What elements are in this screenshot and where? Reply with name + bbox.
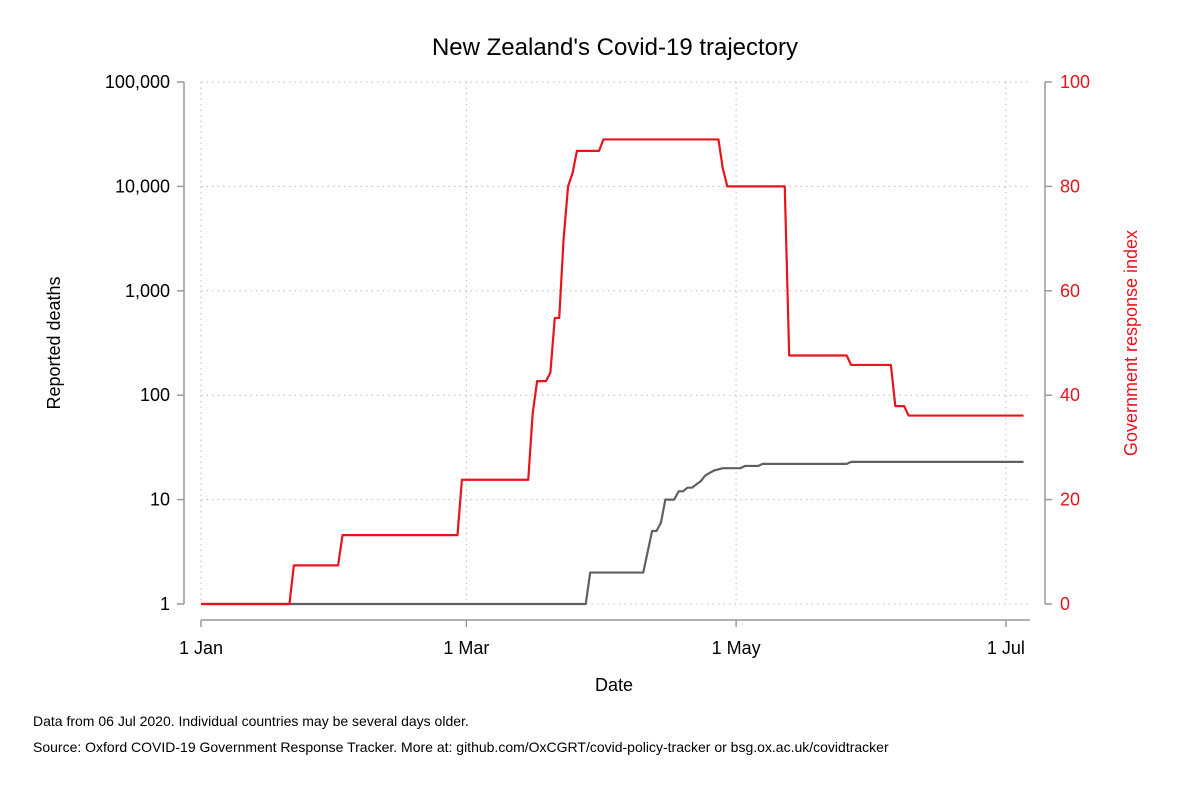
x-axis-title: Date	[595, 675, 633, 695]
y-left-tick-label: 10	[150, 490, 170, 510]
y-right-tick-label: 20	[1060, 490, 1080, 510]
y-right-tick-label: 0	[1060, 594, 1070, 614]
y-right-tick-label: 60	[1060, 281, 1080, 301]
y-left-tick-label: 1,000	[125, 281, 170, 301]
axes	[177, 81, 1052, 627]
source-note: Source: Oxford COVID-19 Government Respo…	[33, 739, 889, 755]
chart-title: New Zealand's Covid-19 trajectory	[432, 34, 798, 61]
y-left-tick-label: 100	[140, 385, 170, 405]
x-tick-label: 1 Mar	[443, 638, 489, 658]
y-right-tick-label: 40	[1060, 385, 1080, 405]
grid	[200, 81, 1028, 605]
y-left-tick-label: 100,000	[105, 72, 170, 92]
y-right-tick-label: 100	[1060, 72, 1090, 92]
x-tick-label: 1 Jan	[179, 638, 223, 658]
y-right-axis-title: Government response index	[1121, 230, 1141, 456]
x-tick-label: 1 May	[712, 638, 761, 658]
series-lines	[201, 138, 1024, 606]
y-left-axis-title: Reported deaths	[44, 276, 64, 409]
y-left-tick-label: 10,000	[115, 176, 170, 196]
y-left-tick-label: 1	[160, 594, 170, 614]
data-date-note: Data from 06 Jul 2020. Individual countr…	[33, 713, 469, 729]
y-right-tick-label: 80	[1060, 176, 1080, 196]
response-index-series-line	[201, 138, 1024, 606]
deaths-series-line	[201, 460, 1024, 606]
chart-text: 1 Jan 1 Mar 1 May 1 Jul 1 10 100 1,000 10,000 100…	[44, 34, 1141, 695]
x-tick-label: 1 Jul	[987, 638, 1025, 658]
